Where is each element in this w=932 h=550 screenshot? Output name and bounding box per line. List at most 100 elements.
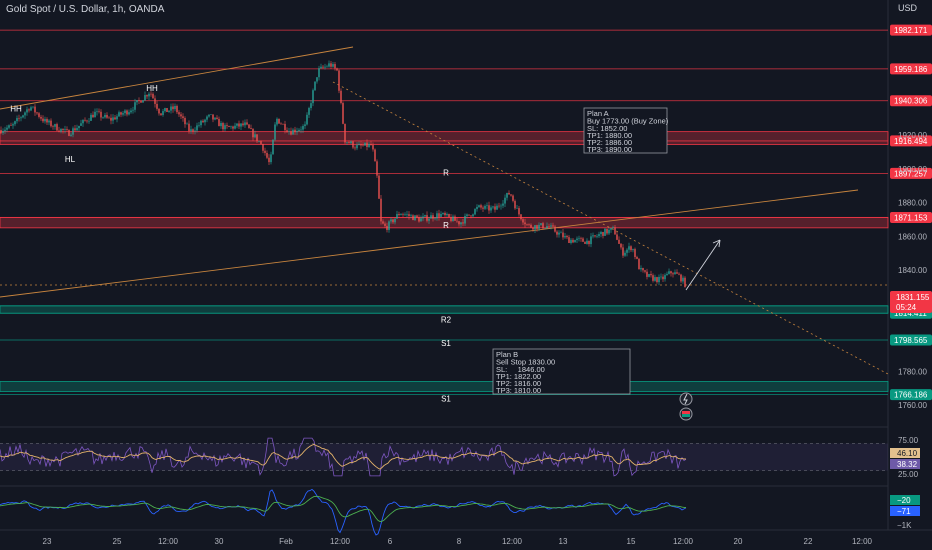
candle-body: [146, 95, 148, 97]
candle-body: [0, 129, 2, 134]
candle-body: [480, 205, 482, 208]
candle-body: [274, 124, 276, 140]
candle-body: [14, 121, 16, 125]
candle-body: [342, 102, 344, 124]
candle-body: [576, 238, 578, 241]
candle-body: [684, 277, 686, 287]
candle-body: [240, 123, 242, 127]
level-price-tag: [890, 211, 932, 223]
candle-body: [122, 113, 124, 115]
candle-body: [254, 134, 256, 138]
candle-body: [644, 270, 646, 272]
candle-body: [214, 117, 216, 120]
candle-body: [218, 118, 220, 127]
candle-body: [490, 207, 492, 211]
earnings-flag-icon[interactable]: [679, 407, 693, 421]
candle-body: [492, 206, 494, 208]
candle-body: [220, 123, 222, 127]
price-axis[interactable]: [888, 0, 932, 530]
candle-body: [174, 105, 176, 110]
rsi-axis-tick: 25.00: [898, 470, 919, 479]
plan-a-title: Plan A: [587, 109, 609, 118]
candle-body: [678, 273, 680, 275]
candle-body: [520, 214, 522, 220]
candle-body: [398, 214, 400, 216]
time-axis-tick: 12:00: [502, 537, 523, 546]
candle-body: [272, 139, 274, 155]
candle-body: [172, 106, 174, 110]
candle-body: [622, 247, 624, 256]
plan-b-box[interactable]: Plan B Sell Stop 1830.00 SL: 1846.00 TP1…: [492, 348, 631, 395]
candle-body: [590, 236, 592, 245]
candle-body: [366, 142, 368, 147]
upper-trend-line[interactable]: [0, 46, 354, 110]
chart-title: Gold Spot / U.S. Dollar, 1h, OANDA: [6, 4, 165, 15]
candle-body: [534, 225, 536, 230]
candle-body: [282, 123, 284, 125]
candle-body: [104, 114, 106, 118]
candle-body: [264, 150, 266, 153]
candle-body: [62, 128, 64, 131]
candle-body: [200, 120, 202, 126]
candle-body: [202, 120, 204, 123]
plan-a-line: TP1: 1880.00: [587, 131, 632, 140]
candle-body: [100, 111, 102, 118]
candle-body: [566, 236, 568, 238]
candle-body: [164, 108, 166, 112]
candle-body: [654, 277, 656, 281]
candle-body: [470, 215, 472, 217]
lower-trend-line[interactable]: [0, 189, 859, 298]
candle-body: [198, 125, 200, 126]
candle-body: [572, 239, 574, 243]
candle-body: [26, 109, 28, 113]
candle-body: [60, 128, 62, 132]
candle-body: [426, 215, 428, 221]
candle-body: [390, 219, 392, 222]
candle-body: [440, 213, 442, 217]
candle-body: [294, 129, 296, 133]
candle-body: [554, 226, 556, 232]
candle-body: [318, 68, 320, 78]
candle-body: [30, 107, 32, 111]
candle-body: [134, 102, 136, 110]
candle-body: [414, 215, 416, 221]
candle-body: [92, 114, 94, 118]
candle-body: [266, 152, 268, 158]
level-price-label: 1982.171: [894, 26, 928, 35]
plan-a-box[interactable]: Plan A Buy 1773.00 (Buy Zone) SL: 1852.0…: [583, 107, 669, 154]
candle-body: [322, 66, 324, 68]
candle-body: [184, 118, 186, 125]
chart-annotation: HH: [10, 104, 22, 113]
candle-body: [2, 131, 4, 134]
candle-body: [396, 214, 398, 219]
candle-body: [46, 119, 48, 123]
level-price-label: 1766.186: [894, 391, 928, 400]
candle-body: [334, 64, 336, 69]
candle-body: [464, 215, 466, 224]
candle-body: [452, 216, 454, 222]
level-price-tag: [890, 63, 932, 75]
candle-body: [412, 215, 414, 221]
projection-arrow[interactable]: [685, 239, 721, 291]
candle-body: [682, 277, 684, 282]
candle-body: [608, 229, 610, 234]
candle-body: [66, 129, 68, 131]
candle-body: [562, 232, 564, 238]
candle-body: [38, 113, 40, 117]
arrow-head-icon: [712, 239, 721, 248]
candle-body: [488, 205, 490, 211]
candle-body: [24, 112, 26, 116]
price-axis-tick: 1860.00: [898, 232, 927, 241]
candle-body: [28, 109, 30, 111]
lightning-icon[interactable]: [679, 392, 693, 406]
candle-body: [206, 116, 208, 120]
candle-body: [378, 175, 380, 199]
candle-body: [418, 217, 420, 222]
candle-body: [606, 228, 608, 234]
candle-body: [536, 225, 538, 229]
price-axis-tick: 1900.00: [898, 165, 927, 174]
candle-body: [598, 234, 600, 237]
candle-body: [32, 106, 34, 108]
candle-body: [270, 154, 272, 163]
